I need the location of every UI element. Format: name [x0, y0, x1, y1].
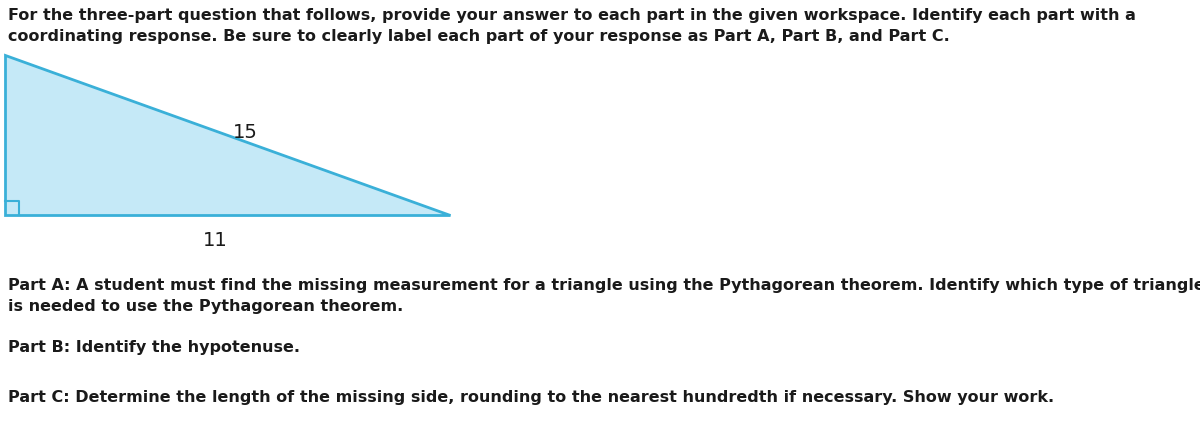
Text: 11: 11: [203, 231, 227, 250]
Text: Part A: A student must find the missing measurement for a triangle using the Pyt: Part A: A student must find the missing …: [8, 278, 1200, 314]
Polygon shape: [5, 55, 450, 215]
Text: For the three-part question that follows, provide your answer to each part in th: For the three-part question that follows…: [8, 8, 1136, 44]
Text: Part C: Determine the length of the missing side, rounding to the nearest hundre: Part C: Determine the length of the miss…: [8, 390, 1054, 405]
Text: 15: 15: [233, 122, 258, 142]
Text: Part B: Identify the hypotenuse.: Part B: Identify the hypotenuse.: [8, 340, 300, 355]
